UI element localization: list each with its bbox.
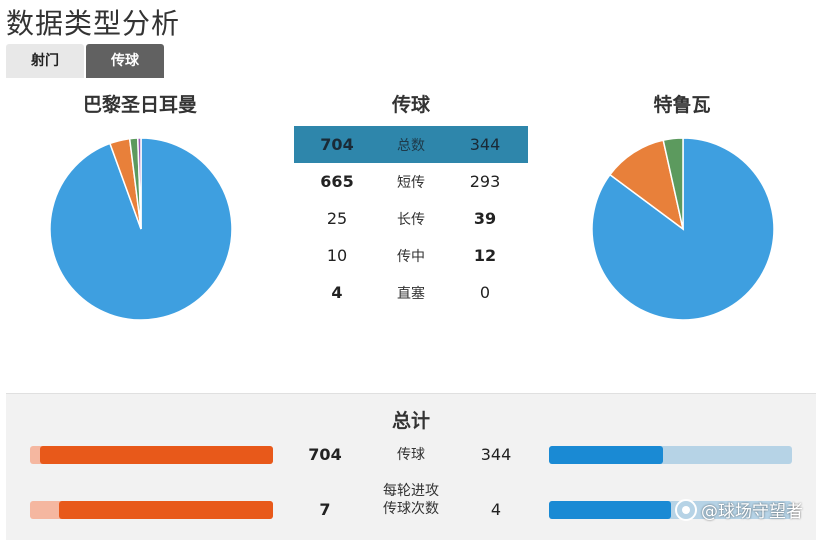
summary-panel: 总计 704 传球 344 7 每轮进攻 传球次数 4 [6, 393, 816, 540]
tab-shots[interactable]: 射门 [6, 44, 84, 78]
summary-right-value: 344 [480, 445, 512, 464]
watermark: @球场守望者 [675, 497, 803, 522]
stat-left-value: 25 [326, 209, 348, 228]
summary-left-value: 7 [319, 500, 331, 519]
stat-right-value: 344 [469, 135, 501, 154]
stat-label: 直塞 [397, 285, 425, 302]
summary-bar-right-passes [549, 446, 792, 464]
pie-chart-right [591, 137, 775, 321]
stats-table: 704 总数 344 665 短传 293 25 长传 39 10 传中 12 4 直塞 0 [294, 126, 528, 311]
pie-slice-3 [136, 137, 142, 230]
section-title: 传球 [391, 94, 430, 116]
team-name-right: 特鲁瓦 [653, 94, 711, 116]
stat-left-value: 665 [320, 172, 354, 191]
stat-label: 短传 [397, 174, 425, 191]
summary-bar-left-passes-fill [40, 446, 273, 464]
stat-row: 25 长传 39 [294, 200, 528, 237]
summary-title: 总计 [391, 410, 430, 432]
stat-row: 665 短传 293 [294, 163, 528, 200]
summary-label: 传球 [397, 447, 425, 463]
watermark-logo-icon [675, 498, 697, 521]
watermark-text: @球场守望者 [701, 502, 803, 522]
summary-bar-left-per-possession-fill [59, 501, 273, 519]
tab-bar: 射门 传球 [6, 44, 166, 78]
summary-label: 每轮进攻 传球次数 [383, 483, 439, 517]
stat-left-value: 704 [320, 135, 354, 154]
tab-passes[interactable]: 传球 [86, 44, 164, 78]
stat-right-value: 12 [473, 246, 497, 265]
summary-bar-right-passes-fill [549, 446, 663, 464]
stat-row: 10 传中 12 [294, 237, 528, 274]
summary-bar-left-passes [30, 446, 273, 464]
stat-left-value: 10 [326, 246, 348, 265]
page-title: 数据类型分析 [6, 7, 181, 40]
stat-row: 4 直塞 0 [294, 274, 528, 311]
stat-row: 704 总数 344 [294, 126, 528, 163]
stat-right-value: 0 [479, 283, 491, 302]
stat-label: 总数 [397, 137, 425, 154]
pie-chart-left [49, 137, 233, 321]
summary-right-value: 4 [490, 500, 502, 519]
stat-label: 传中 [397, 248, 425, 265]
summary-bar-right-per-possession [549, 501, 792, 519]
team-name-left: 巴黎圣日耳曼 [82, 94, 197, 116]
summary-left-value: 704 [308, 445, 342, 464]
stat-left-value: 4 [331, 283, 343, 302]
stat-label: 长传 [397, 211, 425, 228]
stat-right-value: 39 [473, 209, 497, 228]
summary-bar-right-per-possession-fill [549, 501, 671, 519]
stat-right-value: 293 [469, 172, 501, 191]
pie-slice-1 [608, 139, 685, 231]
pie-slice-2 [662, 137, 684, 230]
summary-bar-left-per-possession [30, 501, 273, 519]
